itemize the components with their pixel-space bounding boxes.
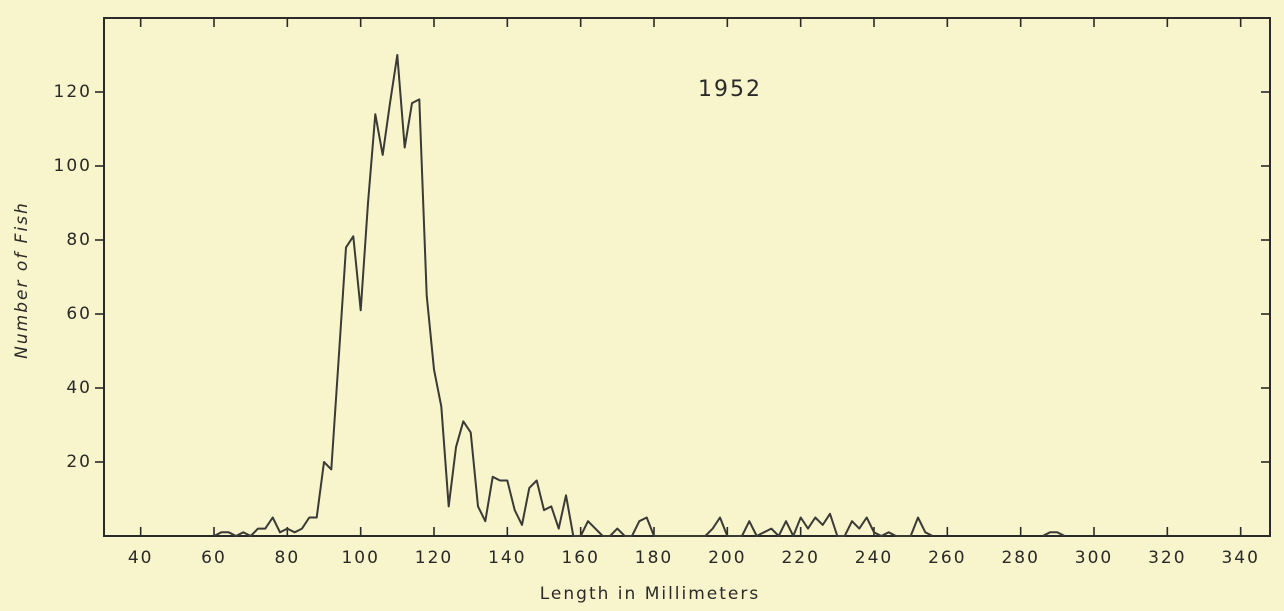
x-tick-label: 160 [561, 548, 599, 568]
x-tick-label: 220 [781, 548, 819, 568]
y-tick-label: 60 [66, 304, 92, 324]
x-tick-label: 100 [341, 548, 379, 568]
x-tick-label: 340 [1221, 548, 1259, 568]
x-tick-label: 260 [928, 548, 966, 568]
data-line [213, 54, 1066, 537]
x-tick-label: 240 [855, 548, 893, 568]
y-tick-label: 80 [66, 230, 92, 250]
y-tick-label: 100 [54, 156, 92, 176]
x-tick-label: 80 [275, 548, 301, 568]
y-tick-label: 40 [66, 378, 92, 398]
y-axis-label: Number of Fish [12, 201, 32, 359]
x-tick-label: 280 [1001, 548, 1039, 568]
x-tick-label: 40 [128, 548, 154, 568]
chart-title: 1952 [698, 77, 762, 102]
x-axis-label: Length in Millimeters [540, 584, 761, 604]
x-tick-label: 200 [708, 548, 746, 568]
x-tick-label: 320 [1148, 548, 1186, 568]
y-tick-label: 120 [54, 82, 92, 102]
x-tick-label: 140 [488, 548, 526, 568]
x-tick-label: 300 [1075, 548, 1113, 568]
y-tick-label: 20 [66, 452, 92, 472]
x-tick-label: 120 [415, 548, 453, 568]
x-tick-label: 60 [201, 548, 227, 568]
x-tick-label: 180 [635, 548, 673, 568]
plot-frame [103, 17, 1271, 537]
